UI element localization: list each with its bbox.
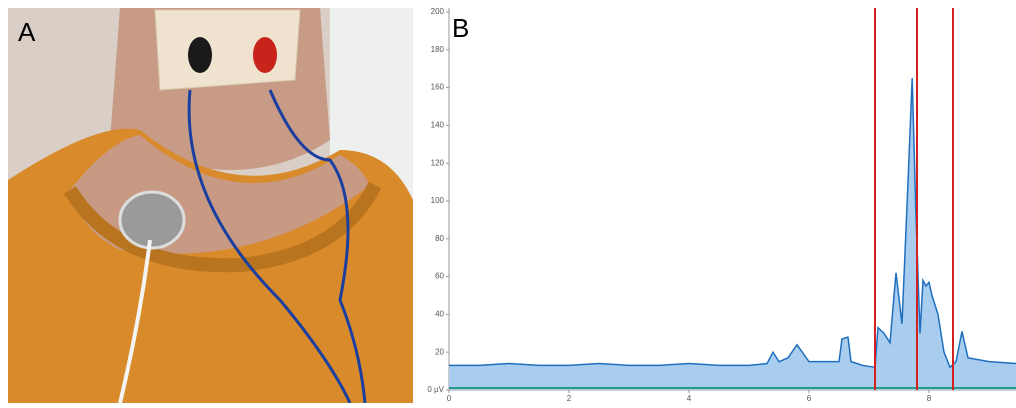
y-tick-label: 140 [431, 121, 445, 130]
y-tick-label: 120 [431, 158, 445, 167]
area [449, 78, 1016, 391]
collar [64, 181, 382, 273]
line [449, 78, 1016, 369]
blue-wire [268, 89, 367, 404]
y-tick-label: 0 µV [427, 385, 444, 394]
y-tick-label: 20 [435, 347, 444, 356]
y-tick-label: 160 [431, 83, 445, 92]
y-tick-label: 100 [431, 196, 445, 205]
y-tick-label: 80 [435, 234, 444, 243]
y-tick-label: 200 [431, 7, 445, 16]
x-tick-label: 0 [447, 394, 452, 403]
x-tick-label: 4 [687, 394, 692, 403]
y-tick-label: 60 [435, 272, 444, 281]
electrode-pad [154, 9, 301, 91]
red-clip [253, 37, 277, 73]
panel-label: B [452, 13, 469, 43]
x-tick-label: 6 [807, 394, 812, 403]
blue-wire [187, 89, 352, 404]
y-tick-label: 180 [431, 45, 445, 54]
ground-electrode [118, 190, 186, 250]
panel-label: A [18, 17, 36, 47]
white-wire [118, 239, 152, 404]
black-clip [188, 37, 212, 73]
x-tick-label: 2 [567, 394, 572, 403]
x-tick-label: 8 [927, 394, 932, 403]
y-tick-label: 40 [435, 310, 444, 319]
photo: A [8, 8, 413, 404]
